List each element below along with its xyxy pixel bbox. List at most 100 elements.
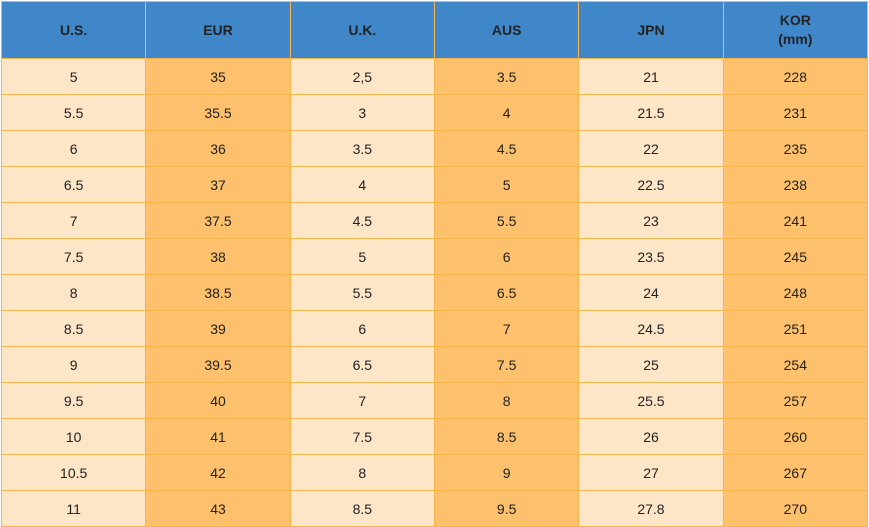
table-row: 10 41 7.5 8.5 26 260 bbox=[0, 418, 869, 455]
column-header: EUR bbox=[145, 1, 291, 59]
table-cell: 6 bbox=[289, 310, 435, 347]
table-cell: 38 bbox=[145, 238, 291, 275]
table-cell: 42 bbox=[145, 454, 291, 491]
table-cell: 39.5 bbox=[145, 346, 291, 383]
table-cell: 8.5 bbox=[0, 310, 147, 347]
table-cell: 8.5 bbox=[433, 418, 580, 455]
table-cell: 270 bbox=[722, 490, 869, 527]
table-cell: 245 bbox=[722, 238, 869, 275]
table-cell: 25 bbox=[578, 346, 724, 383]
table-cell: 39 bbox=[145, 310, 291, 347]
table-cell: 23 bbox=[578, 202, 724, 239]
table-cell: 27.8 bbox=[578, 490, 724, 527]
table-cell: 7.5 bbox=[289, 418, 435, 455]
table-cell: 251 bbox=[722, 310, 869, 347]
table-cell: 21.5 bbox=[578, 94, 724, 131]
table-cell: 11 bbox=[0, 490, 147, 527]
table-cell: 6.5 bbox=[289, 346, 435, 383]
table-cell: 3 bbox=[289, 94, 435, 131]
table-body: 5 35 2,5 3.5 21 228 5.5 35.5 3 4 21.5 231 6 36 3.5 4.5 2… bbox=[0, 58, 869, 527]
table-cell: 6.5 bbox=[433, 274, 580, 311]
table-cell: 22 bbox=[578, 130, 724, 167]
table-cell: 7 bbox=[289, 382, 435, 419]
table-row: 7 37.5 4.5 5.5 23 241 bbox=[0, 202, 869, 239]
column-header: U.S. bbox=[0, 1, 147, 59]
table-cell: 21 bbox=[578, 58, 724, 95]
table-header: U.S. EUR U.K. AUS JPN KOR (mm) bbox=[0, 1, 869, 59]
table-cell: 10.5 bbox=[0, 454, 147, 491]
table-cell: 248 bbox=[722, 274, 869, 311]
table-cell: 3.5 bbox=[433, 58, 580, 95]
table-cell: 241 bbox=[722, 202, 869, 239]
table-cell: 41 bbox=[145, 418, 291, 455]
table-cell: 27 bbox=[578, 454, 724, 491]
table-cell: 9 bbox=[0, 346, 147, 383]
table-cell: 228 bbox=[722, 58, 869, 95]
table-cell: 8 bbox=[0, 274, 147, 311]
table-cell: 5 bbox=[433, 166, 580, 203]
table-cell: 260 bbox=[722, 418, 869, 455]
table-cell: 7.5 bbox=[0, 238, 147, 275]
table-cell: 25.5 bbox=[578, 382, 724, 419]
table-row: 6 36 3.5 4.5 22 235 bbox=[0, 130, 869, 167]
table-cell: 7 bbox=[433, 310, 580, 347]
table-cell: 24 bbox=[578, 274, 724, 311]
table-cell: 238 bbox=[722, 166, 869, 203]
table-row: 5 35 2,5 3.5 21 228 bbox=[0, 58, 869, 95]
table-row: 11 43 8.5 9.5 27.8 270 bbox=[0, 490, 869, 527]
table-cell: 7.5 bbox=[433, 346, 580, 383]
table-cell: 3.5 bbox=[289, 130, 435, 167]
table-cell: 23.5 bbox=[578, 238, 724, 275]
table-cell: 235 bbox=[722, 130, 869, 167]
header-row: U.S. EUR U.K. AUS JPN KOR (mm) bbox=[0, 1, 869, 59]
table-cell: 6 bbox=[433, 238, 580, 275]
column-header: U.K. bbox=[289, 1, 435, 59]
table-cell: 6.5 bbox=[0, 166, 147, 203]
table-cell: 7 bbox=[0, 202, 147, 239]
table-row: 9 39.5 6.5 7.5 25 254 bbox=[0, 346, 869, 383]
table-cell: 254 bbox=[722, 346, 869, 383]
table-cell: 5.5 bbox=[289, 274, 435, 311]
table-row: 10.5 42 8 9 27 267 bbox=[0, 454, 869, 491]
table-cell: 4.5 bbox=[433, 130, 580, 167]
table-cell: 35.5 bbox=[145, 94, 291, 131]
table-cell: 4.5 bbox=[289, 202, 435, 239]
table-cell: 5 bbox=[289, 238, 435, 275]
table-cell: 257 bbox=[722, 382, 869, 419]
table-row: 5.5 35.5 3 4 21.5 231 bbox=[0, 94, 869, 131]
table-cell: 37.5 bbox=[145, 202, 291, 239]
table-cell: 4 bbox=[433, 94, 580, 131]
table-cell: 35 bbox=[145, 58, 291, 95]
table-cell: 37 bbox=[145, 166, 291, 203]
table-cell: 38.5 bbox=[145, 274, 291, 311]
table-cell: 40 bbox=[145, 382, 291, 419]
column-header: AUS bbox=[433, 1, 580, 59]
table-cell: 4 bbox=[289, 166, 435, 203]
table-cell: 8 bbox=[433, 382, 580, 419]
table-row: 8 38.5 5.5 6.5 24 248 bbox=[0, 274, 869, 311]
table-cell: 22.5 bbox=[578, 166, 724, 203]
table-cell: 5 bbox=[0, 58, 147, 95]
table-cell: 5.5 bbox=[433, 202, 580, 239]
table-cell: 8.5 bbox=[289, 490, 435, 527]
table-cell: 231 bbox=[722, 94, 869, 131]
table-cell: 43 bbox=[145, 490, 291, 527]
table-cell: 9.5 bbox=[0, 382, 147, 419]
table-cell: 267 bbox=[722, 454, 869, 491]
table-cell: 6 bbox=[0, 130, 147, 167]
table-cell: 24.5 bbox=[578, 310, 724, 347]
table-row: 9.5 40 7 8 25.5 257 bbox=[0, 382, 869, 419]
table-cell: 36 bbox=[145, 130, 291, 167]
table-cell: 9.5 bbox=[433, 490, 580, 527]
table-row: 8.5 39 6 7 24.5 251 bbox=[0, 310, 869, 347]
table-cell: 2,5 bbox=[289, 58, 435, 95]
table-cell: 26 bbox=[578, 418, 724, 455]
table-cell: 10 bbox=[0, 418, 147, 455]
table-row: 7.5 38 5 6 23.5 245 bbox=[0, 238, 869, 275]
table-cell: 9 bbox=[433, 454, 580, 491]
table-cell: 5.5 bbox=[0, 94, 147, 131]
table-cell: 8 bbox=[289, 454, 435, 491]
column-header: JPN bbox=[578, 1, 724, 59]
